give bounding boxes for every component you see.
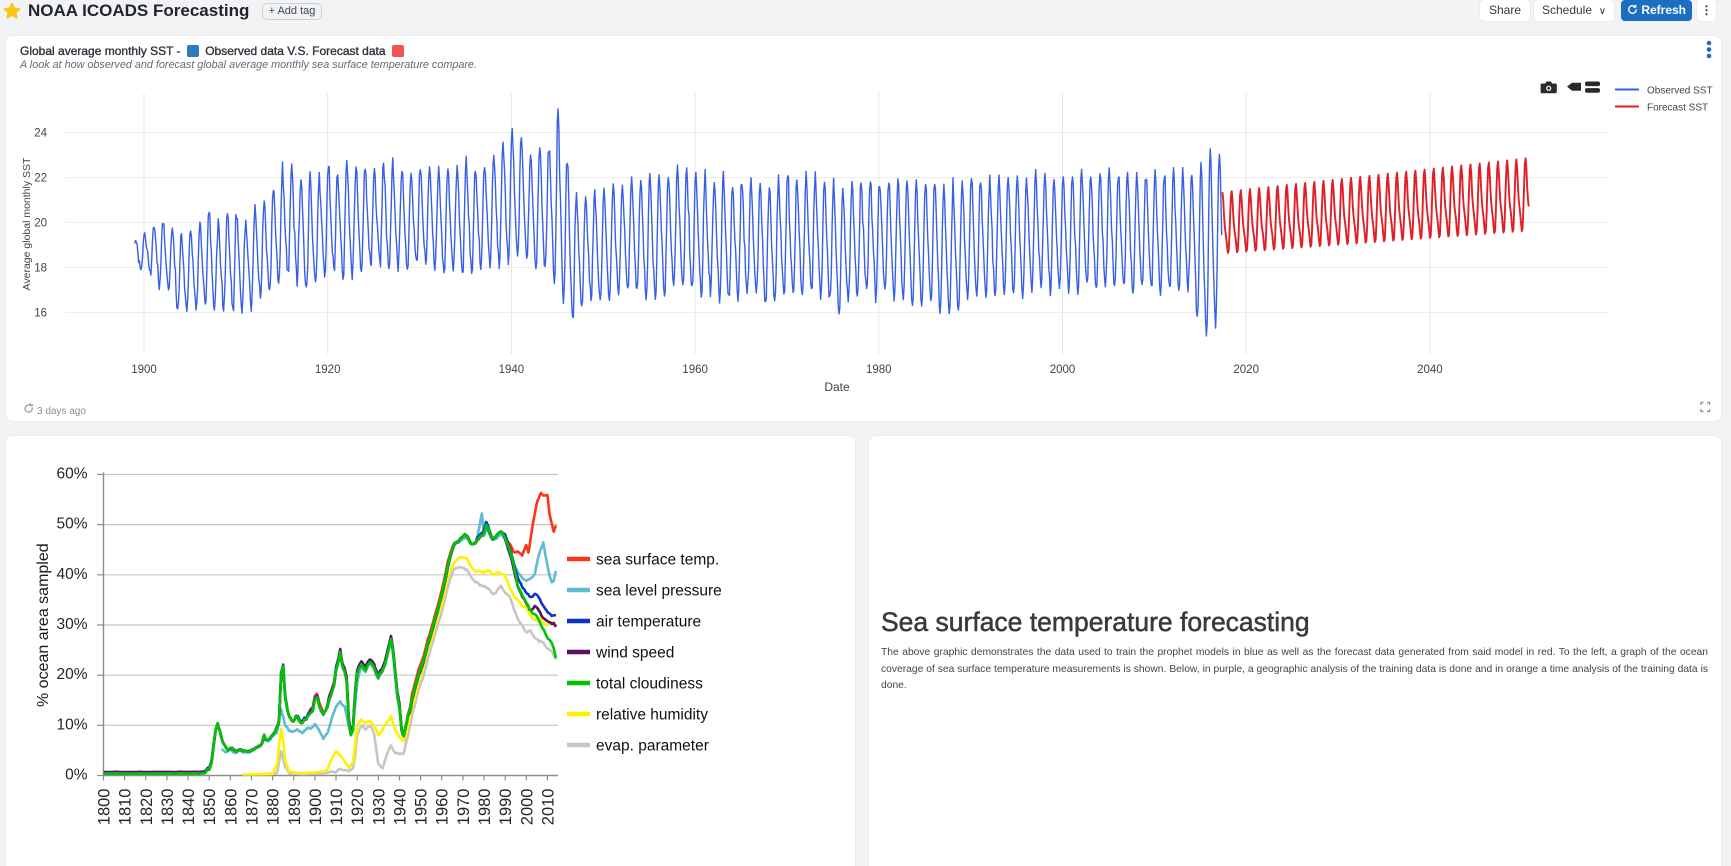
svg-text:% ocean area sampled: % ocean area sampled	[35, 543, 52, 707]
svg-text:1910: 1910	[328, 789, 346, 826]
svg-text:1860: 1860	[222, 789, 240, 826]
svg-text:1980: 1980	[476, 789, 494, 826]
svg-text:sea level pressure: sea level pressure	[596, 583, 722, 600]
svg-text:1980: 1980	[866, 364, 892, 376]
svg-text:total cloudiness: total cloudiness	[596, 676, 703, 693]
svg-text:Forecast SST: Forecast SST	[1647, 103, 1708, 114]
svg-text:24: 24	[34, 128, 47, 140]
svg-text:50%: 50%	[56, 516, 87, 533]
svg-text:1800: 1800	[96, 789, 114, 826]
svg-text:1810: 1810	[117, 789, 135, 826]
svg-text:1960: 1960	[434, 789, 452, 826]
svg-text:2010: 2010	[539, 789, 557, 826]
svg-text:1830: 1830	[159, 789, 177, 826]
svg-text:1990: 1990	[497, 789, 515, 826]
svg-text:2020: 2020	[1233, 364, 1259, 376]
svg-text:1900: 1900	[131, 364, 157, 376]
svg-text:1820: 1820	[138, 789, 156, 826]
svg-text:2000: 2000	[518, 789, 536, 826]
svg-text:evap. parameter: evap. parameter	[596, 738, 709, 755]
svg-text:Average global monthly SST: Average global monthly SST	[21, 157, 33, 290]
svg-text:1870: 1870	[244, 789, 262, 826]
svg-text:1940: 1940	[499, 364, 525, 376]
svg-text:Date: Date	[824, 380, 850, 394]
svg-text:1950: 1950	[413, 789, 431, 826]
svg-text:60%: 60%	[56, 466, 87, 483]
svg-text:22: 22	[34, 173, 47, 185]
svg-text:30%: 30%	[56, 616, 87, 633]
svg-text:1920: 1920	[349, 789, 367, 826]
svg-text:1900: 1900	[307, 789, 325, 826]
svg-text:1930: 1930	[370, 789, 388, 826]
svg-text:wind speed: wind speed	[595, 645, 674, 662]
svg-text:1850: 1850	[201, 789, 219, 826]
svg-text:3 days ago: 3 days ago	[37, 406, 86, 417]
svg-text:10%: 10%	[56, 716, 87, 733]
svg-text:air temperature: air temperature	[596, 614, 701, 631]
svg-text:18: 18	[34, 263, 47, 275]
svg-text:1880: 1880	[265, 789, 283, 826]
svg-text:1920: 1920	[315, 364, 341, 376]
svg-text:2040: 2040	[1417, 364, 1443, 376]
svg-text:1840: 1840	[180, 789, 198, 826]
svg-text:1970: 1970	[455, 789, 473, 826]
svg-text:1940: 1940	[392, 789, 410, 826]
svg-text:1960: 1960	[682, 364, 708, 376]
svg-text:sea surface temp.: sea surface temp.	[596, 552, 719, 569]
svg-text:0%: 0%	[65, 767, 88, 784]
svg-text:16: 16	[34, 308, 47, 320]
svg-text:40%: 40%	[56, 566, 87, 583]
svg-text:Observed SST: Observed SST	[1647, 86, 1713, 97]
svg-text:2000: 2000	[1050, 364, 1076, 376]
svg-text:1890: 1890	[286, 789, 304, 826]
svg-text:20%: 20%	[56, 666, 87, 683]
svg-text:20: 20	[34, 218, 47, 230]
svg-text:relative humidity: relative humidity	[596, 707, 708, 724]
